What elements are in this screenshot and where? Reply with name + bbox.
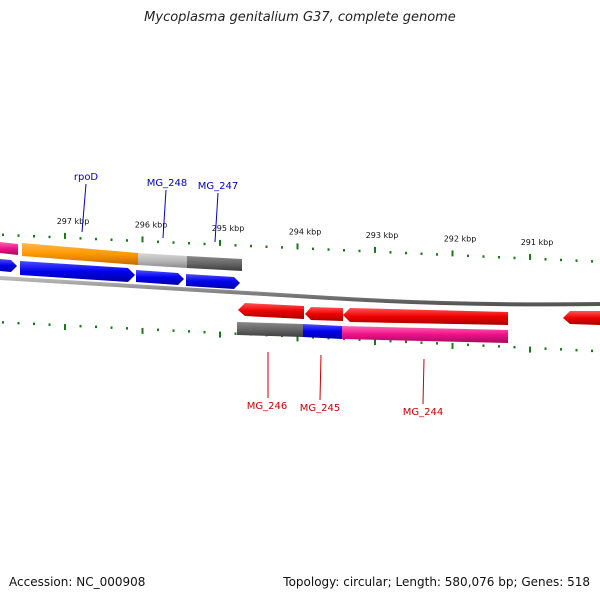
leader-mg248 [162, 189, 167, 239]
feature-blue-mg245[interactable] [303, 324, 342, 339]
forward-genes [0, 259, 240, 289]
kbp-label: 293 kbp [366, 231, 399, 240]
leader-mg247 [214, 192, 219, 243]
map-title: Mycoplasma genitalium G37, complete geno… [144, 10, 456, 25]
genome-backbone [0, 276, 600, 307]
gene-label-mg247[interactable]: MG_247 [198, 181, 238, 192]
gene-arrow-left[interactable] [0, 259, 17, 272]
leader-rpod [81, 183, 87, 233]
gene-label-mg248[interactable]: MG_248 [147, 178, 187, 189]
feature-magenta-mg244[interactable] [342, 326, 508, 343]
feature-lightgray-mg248[interactable] [138, 253, 187, 268]
reverse-gene-labels: MG_246 MG_245 MG_244 [247, 352, 443, 418]
lower-tick-ring [2, 321, 593, 353]
leader-mg245 [319, 354, 322, 401]
upper-feature-ring [0, 242, 242, 271]
gene-label-rpod[interactable]: rpoD [74, 172, 99, 183]
accession-text: Accession: NC_000908 [9, 575, 146, 589]
kbp-labels: 297 kbp 296 kbp 295 kbp 294 kbp 293 kbp 292 k… [57, 217, 554, 247]
kbp-label: 292 kbp [444, 235, 477, 244]
feature-darkgray-mg247[interactable] [187, 256, 242, 271]
forward-gene-labels: rpoD MG_248 MG_247 [74, 172, 238, 243]
gene-label-mg246[interactable]: MG_246 [247, 401, 287, 412]
kbp-label: 296 kbp [135, 221, 168, 230]
gene-arrow-mg246[interactable] [238, 303, 304, 319]
leader-mg244 [422, 358, 425, 405]
gene-arrow-mg248[interactable] [136, 270, 184, 285]
kbp-label: 294 kbp [289, 228, 322, 237]
kbp-label: 295 kbp [212, 224, 245, 233]
topology-summary: Topology: circular; Length: 580,076 bp; … [283, 575, 590, 589]
gene-label-mg245[interactable]: MG_245 [300, 403, 340, 414]
kbp-label: 291 kbp [521, 238, 554, 247]
lower-feature-ring [237, 322, 508, 343]
feature-orange-rpod[interactable] [22, 243, 138, 265]
gene-arrow-right[interactable] [563, 311, 600, 325]
feature-magenta-left[interactable] [0, 242, 18, 255]
reverse-genes [238, 303, 600, 325]
upper-tick-ring [2, 232, 593, 263]
feature-darkgray-mg246[interactable] [237, 322, 303, 337]
kbp-label: 297 kbp [57, 217, 90, 226]
gene-label-mg244[interactable]: MG_244 [403, 407, 443, 418]
gene-arrow-mg244[interactable] [343, 308, 508, 325]
gene-arrow-rpod[interactable] [20, 261, 135, 282]
gene-arrow-mg247[interactable] [186, 274, 240, 289]
gene-arrow-mg245[interactable] [305, 307, 343, 321]
